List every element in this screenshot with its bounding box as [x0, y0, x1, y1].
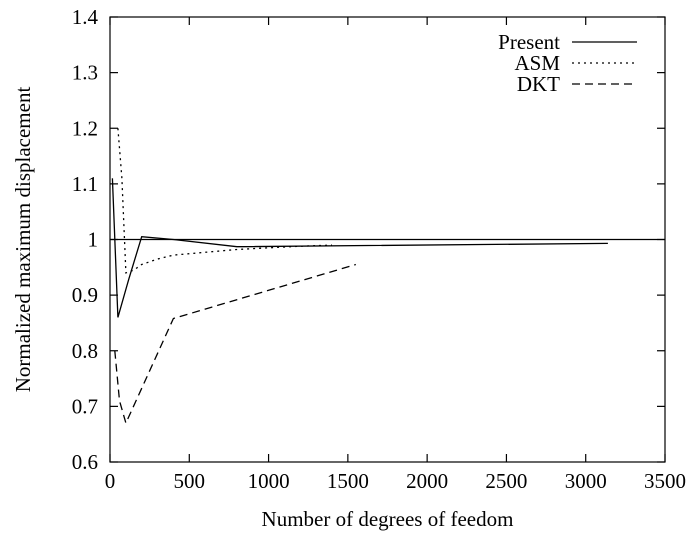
- plot-frame: [109, 16, 666, 463]
- y-tick-label: 1.3: [72, 61, 98, 85]
- series-layer: [111, 128, 608, 425]
- x-axis-label: Number of degrees of feedom: [262, 507, 514, 531]
- y-tick-label: 0.7: [72, 394, 98, 418]
- ticks-layer: 0 500 1000 1500 2000 2500 3000 3500 0.6 0.7 0.8 0.9…: [72, 5, 686, 493]
- x-tick-label: 1500: [327, 469, 369, 493]
- legend-label: Present: [498, 30, 560, 54]
- y-axis-label: Normalized maximum displacement: [11, 87, 35, 393]
- y-tick-label: 1: [88, 228, 99, 252]
- legend-label: DKT: [517, 72, 560, 96]
- x-tick-label: 500: [174, 469, 206, 493]
- x-tick-label: 3500: [644, 469, 686, 493]
- y-tick-label: 0.8: [72, 339, 98, 363]
- legend-label: ASM: [514, 51, 560, 75]
- x-tick-label: 3000: [565, 469, 607, 493]
- series-line-asm: [117, 128, 333, 274]
- y-tick-label: 0.9: [72, 283, 98, 307]
- y-tick-label: 0.6: [72, 450, 98, 474]
- series-line-present: [111, 178, 608, 318]
- series-line-dkt: [114, 263, 356, 425]
- x-tick-label: 0: [105, 469, 116, 493]
- x-tick-label: 2500: [485, 469, 527, 493]
- x-tick-label: 1000: [248, 469, 290, 493]
- y-tick-label: 1.1: [72, 172, 98, 196]
- y-tick-label: 1.2: [72, 116, 98, 140]
- x-tick-label: 2000: [406, 469, 448, 493]
- y-tick-label: 1.4: [72, 5, 99, 29]
